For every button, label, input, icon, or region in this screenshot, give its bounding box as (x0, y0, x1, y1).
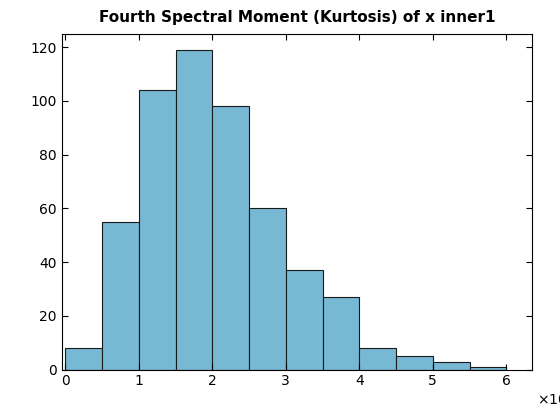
Title: Fourth Spectral Moment (Kurtosis) of x inner1: Fourth Spectral Moment (Kurtosis) of x i… (99, 10, 495, 26)
Bar (212, 106, 249, 370)
Text: $\times10^{15}$: $\times10^{15}$ (536, 390, 560, 408)
Bar (249, 208, 286, 370)
Bar (396, 356, 433, 370)
Bar (360, 348, 396, 370)
Bar (286, 270, 323, 370)
Bar (139, 90, 175, 370)
Bar (102, 222, 139, 370)
Bar (66, 348, 102, 370)
Bar (433, 362, 469, 370)
Bar (323, 297, 360, 370)
Bar (175, 50, 212, 370)
Bar (469, 367, 506, 370)
